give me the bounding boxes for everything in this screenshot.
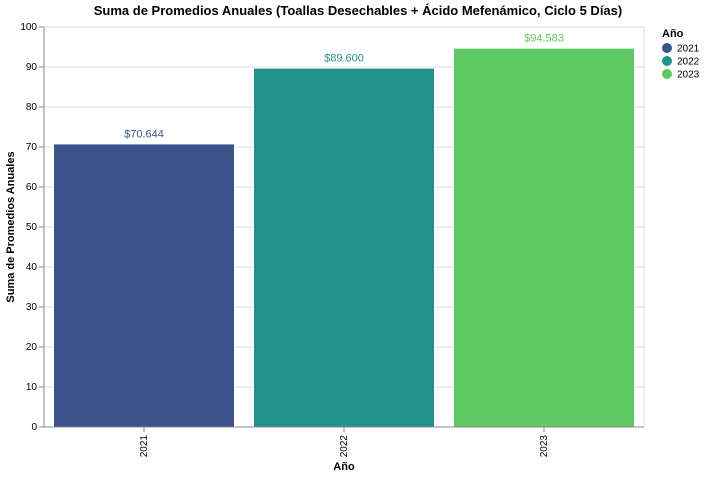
bar-2021	[54, 144, 234, 427]
y-axis-title: Suma de Promedios Anuales	[5, 151, 17, 302]
x-tick-label: 2023	[539, 435, 550, 458]
bars	[54, 48, 634, 427]
bar-2022	[254, 68, 434, 427]
y-tick-label: 70	[26, 142, 38, 153]
x-tick-label: 2021	[139, 435, 150, 458]
data-labels: $70.644 $89.600 $94.583	[124, 33, 564, 141]
bar-2023	[454, 48, 634, 427]
legend-title: Año	[662, 28, 684, 40]
x-axis-title: Año	[333, 461, 355, 473]
data-label-2021: $70.644	[124, 128, 164, 140]
data-label-2022: $89.600	[324, 53, 364, 65]
y-tick-label: 80	[26, 102, 38, 113]
y-tick-label: 20	[26, 342, 38, 353]
x-tick-label: 2022	[339, 435, 350, 458]
data-label-2023: $94.583	[524, 33, 564, 45]
x-axis: 2021 2022 2023	[44, 426, 644, 458]
legend-swatch-2023	[662, 69, 672, 79]
legend-label-2021: 2021	[677, 44, 700, 55]
y-tick-label: 90	[26, 62, 38, 73]
legend-label-2023: 2023	[677, 70, 700, 81]
legend-swatch-2021	[662, 43, 672, 53]
y-tick-label: 0	[31, 422, 37, 433]
y-axis: 0 10 20 30 40 50 60 70 80 90 100	[20, 22, 45, 433]
legend-label-2022: 2022	[677, 57, 700, 68]
legend-swatch-2022	[662, 56, 672, 66]
legend: Año 2021 2022 2023	[662, 28, 700, 81]
y-tick-label: 30	[26, 302, 38, 313]
y-tick-label: 10	[26, 382, 38, 393]
y-tick-label: 100	[20, 22, 37, 33]
chart-title: Suma de Promedios Anuales (Toallas Desec…	[94, 3, 622, 18]
y-tick-label: 50	[26, 222, 38, 233]
y-tick-label: 60	[26, 182, 38, 193]
y-tick-label: 40	[26, 262, 38, 273]
